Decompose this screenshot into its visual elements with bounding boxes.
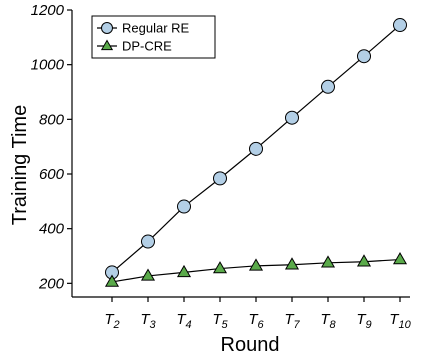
data-point-triangle xyxy=(356,254,372,267)
x-ticks: T2 T3 T4 T5 T6 T7 T8 T9 T10 xyxy=(104,297,412,331)
data-point-triangle xyxy=(104,274,120,287)
legend-marker-circle xyxy=(101,22,113,34)
data-point-triangle xyxy=(392,252,408,265)
data-point-circle xyxy=(249,141,263,156)
data-point-triangle xyxy=(176,264,192,278)
data-point-circle xyxy=(177,199,191,214)
data-point-circle xyxy=(357,49,371,64)
x-tick-label: T6 xyxy=(248,311,264,331)
y-tick-label: 400 xyxy=(39,221,65,238)
data-point-triangle xyxy=(248,258,264,271)
legend-marker-triangle xyxy=(100,39,114,51)
data-point-circle xyxy=(393,18,407,33)
data-point-circle xyxy=(321,79,335,94)
x-tick-label: T7 xyxy=(284,311,300,331)
data-point-circle xyxy=(213,171,227,186)
data-point-triangle xyxy=(140,268,156,281)
x-tick-label: T3 xyxy=(140,311,156,331)
y-tick-label: 1000 xyxy=(31,57,65,74)
data-point-circle xyxy=(285,110,299,125)
series-layer xyxy=(104,18,408,287)
x-tick-label: T10 xyxy=(389,311,411,331)
legend-label: Regular RE xyxy=(122,21,190,36)
x-tick-label: T4 xyxy=(176,311,191,331)
x-tick-label: T8 xyxy=(320,311,336,331)
y-ticks: 200 400 600 800 1000 1200 xyxy=(31,2,72,292)
legend-box xyxy=(91,15,216,59)
data-point-triangle xyxy=(212,261,228,274)
data-point-triangle xyxy=(320,255,336,268)
x-tick-label: T9 xyxy=(356,311,371,331)
legend: Regular RE DP-CRE xyxy=(91,15,216,59)
y-axis-title: Training Time xyxy=(9,105,31,225)
y-tick-label: 200 xyxy=(38,275,65,292)
x-axis-title: Round xyxy=(221,334,280,356)
y-tick-label: 1200 xyxy=(31,2,65,19)
x-tick-label: T5 xyxy=(212,311,228,331)
x-tick-label: T2 xyxy=(104,311,119,331)
data-point-circle xyxy=(141,234,155,249)
axes xyxy=(71,10,410,298)
data-point-triangle xyxy=(284,257,300,270)
y-tick-label: 800 xyxy=(39,111,65,128)
y-tick-label: 600 xyxy=(39,166,65,183)
legend-label: DP-CRE xyxy=(122,39,172,54)
